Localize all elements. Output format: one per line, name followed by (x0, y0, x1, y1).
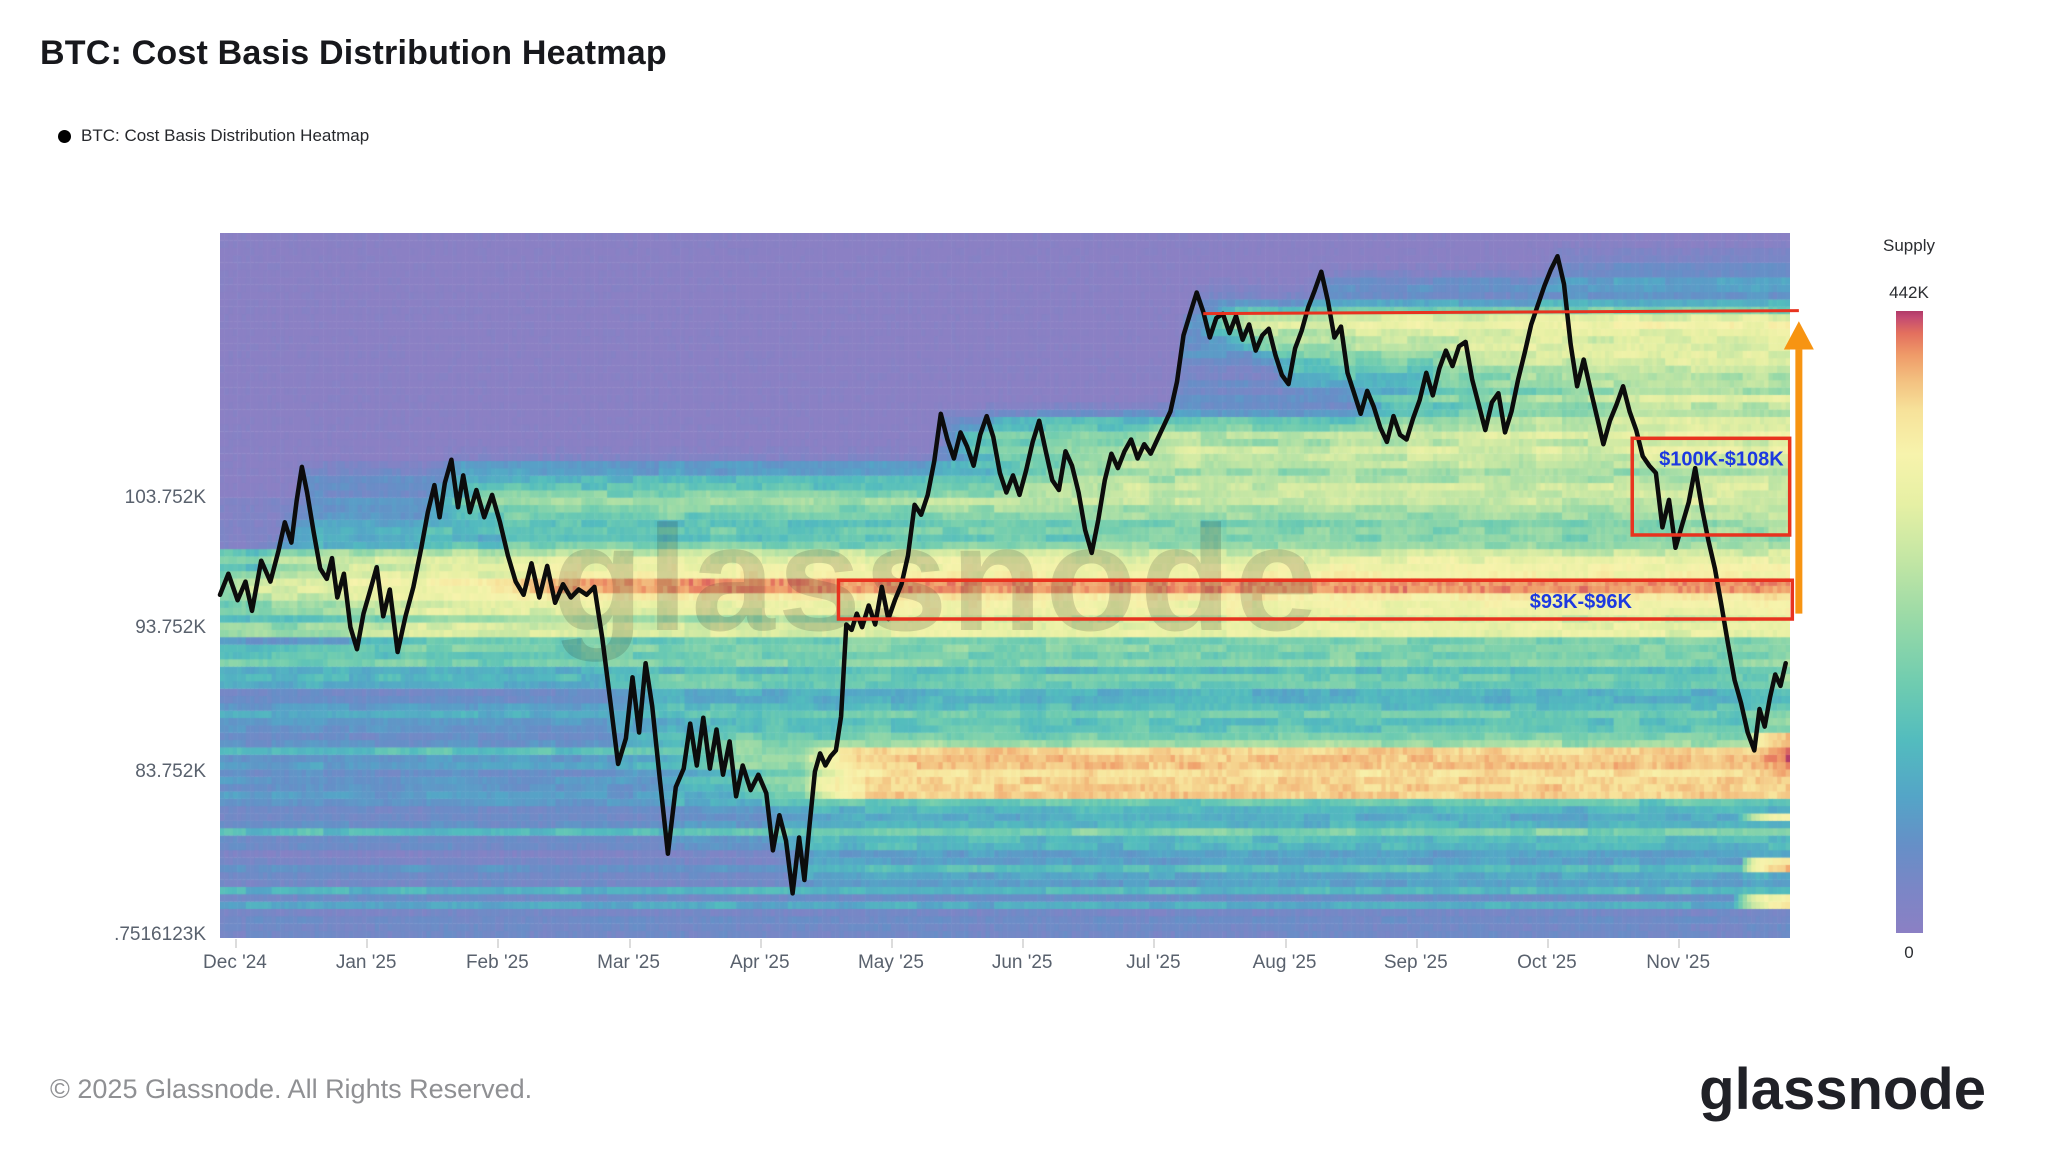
colorbar-min-label: 0 (1904, 943, 1914, 962)
x-axis-label: Jan '25 (335, 952, 397, 973)
x-axis-tick (628, 939, 631, 948)
x-axis-tick (234, 939, 237, 948)
x-axis-tick (1415, 939, 1418, 948)
colorbar-title: Supply (1883, 236, 1935, 255)
x-axis-label: Nov '25 (1646, 952, 1711, 973)
legend-label: BTC: Cost Basis Distribution Heatmap (81, 126, 370, 145)
y-axis-label: 103.752K (124, 487, 206, 508)
y-axis-label: .7516123K (114, 924, 206, 946)
series-legend-item[interactable]: BTC: Cost Basis Distribution Heatmap (58, 126, 369, 146)
colorbar-max-label: 442K (1889, 283, 1929, 302)
x-axis-tick (1284, 939, 1287, 948)
x-axis-tick (1153, 939, 1156, 948)
colorbar-gradient (1896, 311, 1923, 933)
y-axis-label: 83.752K (135, 761, 206, 783)
x-axis-label: Jul '25 (1126, 952, 1181, 973)
glassnode-logo: glassnode (1699, 1057, 1986, 1122)
x-axis-label: Dec '24 (203, 952, 267, 973)
x-axis-label: Feb '25 (465, 952, 529, 973)
x-axis-label: Apr '25 (729, 952, 790, 973)
x-axis-label: May '25 (857, 952, 924, 973)
x-axis-tick (1546, 939, 1549, 948)
x-axis-tick (1678, 939, 1681, 948)
x-axis-label: Jun '25 (991, 952, 1053, 973)
copyright-text: © 2025 Glassnode. All Rights Reserved. (50, 1074, 533, 1104)
page-title: BTC: Cost Basis Distribution Heatmap (40, 34, 667, 72)
breakout-arrow-shaft (1795, 349, 1803, 614)
x-axis-tick (1022, 939, 1025, 948)
glassnode-watermark: glassnode (552, 494, 1321, 662)
x-axis-tick (497, 939, 500, 948)
x-axis-tick (366, 939, 369, 948)
x-axis-label: Mar '25 (597, 952, 660, 973)
x-axis-label: Aug '25 (1252, 952, 1317, 973)
legend-dot-icon (58, 129, 71, 143)
y-axis-label: 93.752K (135, 616, 206, 638)
x-axis-tick (890, 939, 893, 948)
x-axis-label: Oct '25 (1517, 952, 1577, 973)
x-axis-label: Sep '25 (1383, 952, 1448, 973)
x-axis-tick (759, 939, 762, 948)
